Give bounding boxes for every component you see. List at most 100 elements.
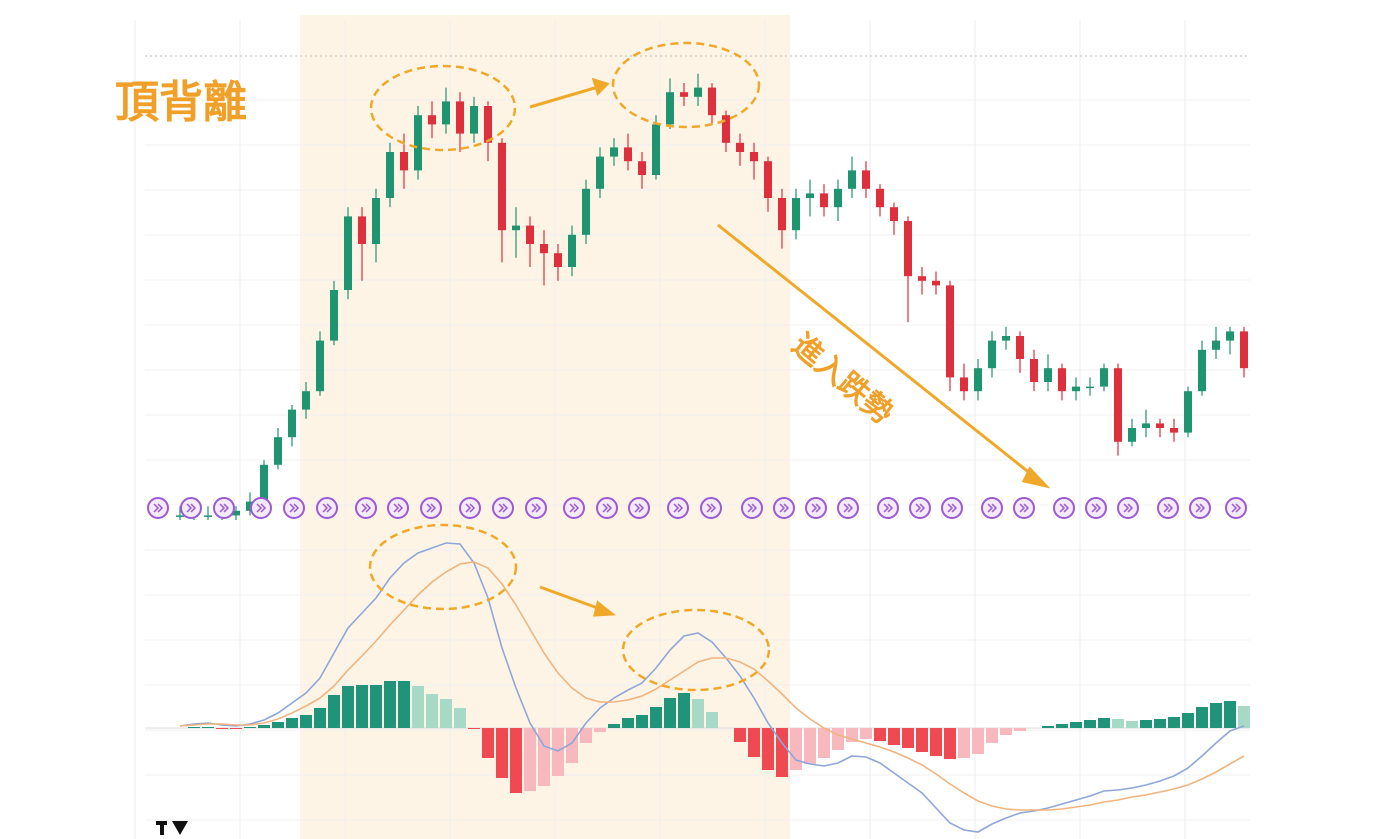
price-panel [176,73,1248,520]
histogram-bar [818,728,830,758]
histogram-bar [510,728,522,793]
candle-body [1114,368,1122,442]
event-icon-glyph [1019,503,1030,513]
candle-body [876,188,884,208]
logo [156,821,188,835]
histogram-bar [328,695,340,728]
candle-body [750,152,758,162]
candle-body [1212,340,1220,350]
event-icon-glyph [465,503,476,513]
histogram-bar [1000,728,1012,735]
histogram-bar [776,728,788,777]
arrow-head [591,77,610,96]
histogram-bar [286,718,298,728]
candle-body [1128,428,1136,442]
event-icon-glyph [1091,503,1102,513]
histogram-bar [538,728,550,786]
histogram-bar [426,694,438,728]
histogram-bar [1126,721,1138,728]
histogram-bar [314,708,326,728]
candle-body [1156,423,1164,428]
logo-part [172,821,188,835]
histogram-bar [244,727,256,728]
histogram-bar [1210,703,1222,728]
histogram-bar [1224,701,1236,728]
histogram-bar [272,722,284,728]
event-icon-glyph [361,503,372,513]
histogram-bar [650,707,662,728]
candle-body [862,170,870,189]
candle-body [904,221,912,277]
event-icon-glyph [779,503,790,513]
event-icon-glyph [393,503,404,513]
histogram-bar [1084,720,1096,728]
event-icon-glyph [883,503,894,513]
event-icon-glyph [747,503,758,513]
candle-body [1100,368,1108,387]
candle-body [288,409,296,438]
candle-body [652,124,660,175]
histogram-bar [1168,717,1180,728]
histogram-bar [566,728,578,763]
histogram-bar [342,686,354,728]
histogram-bar [622,718,634,728]
candle-body [372,198,380,244]
chart-title: 頂背離 [115,77,247,128]
histogram-bar [930,728,942,756]
event-icon-glyph [947,503,958,513]
candle-body [820,193,828,208]
event-icon-glyph [531,503,542,513]
candle-body [498,142,506,231]
candle-body [638,161,646,175]
histogram-bar [804,728,816,764]
histogram-bar [958,728,970,758]
histogram-bar [398,681,410,728]
candle-body [1072,386,1080,392]
histogram-bar [370,685,382,728]
candle-body [414,115,422,171]
divergence-marks [368,41,771,692]
candle-body [764,161,772,198]
histogram-bar [216,728,228,729]
candle-body [582,188,590,235]
candle-body [428,115,436,125]
histogram-bar [1112,719,1124,728]
histogram-bar [790,728,802,770]
candle-body [260,464,268,502]
event-icon-glyph [673,503,684,513]
histogram-bar [874,728,886,741]
candle-body [1030,359,1038,382]
event-icon-glyph [1195,503,1206,513]
candle-body [232,510,240,516]
histogram-bar [888,728,900,745]
candle-body [792,198,800,231]
histogram-bar [594,728,606,732]
histogram-bar [916,728,928,752]
candle-body [694,87,702,97]
candle-body [610,147,618,157]
event-icon-glyph [256,503,267,513]
candle-body [932,280,940,286]
candle-body [1142,423,1150,428]
histogram-bar [944,728,956,759]
ellipse [621,608,771,692]
candle-body [624,147,632,162]
candle-body [1184,391,1192,433]
histogram-bar [468,728,480,729]
event-icon-glyph [1059,503,1070,513]
event-icon-glyph [186,503,197,513]
histogram-bar [902,728,914,748]
histogram-bar [734,728,746,742]
candle-body [946,285,954,378]
event-icon-glyph [498,503,509,513]
candle-body [484,106,492,143]
candle-body [988,340,996,369]
candle-body [246,501,254,511]
histogram-bar [454,708,466,728]
annotation: 進入跌勢 [785,327,899,431]
candle-body [974,368,982,392]
histogram-bar [1070,722,1082,728]
histogram-bar [580,728,592,743]
